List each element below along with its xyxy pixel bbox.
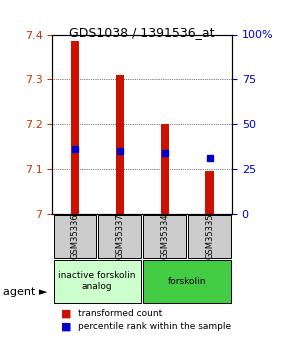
Text: GSM35335: GSM35335 bbox=[205, 214, 214, 259]
Text: ■: ■ bbox=[61, 309, 71, 319]
Text: GSM35336: GSM35336 bbox=[70, 214, 79, 259]
Text: transformed count: transformed count bbox=[78, 309, 163, 318]
Text: agent ►: agent ► bbox=[3, 287, 47, 296]
Text: GSM35334: GSM35334 bbox=[160, 214, 169, 259]
Text: inactive forskolin
analog: inactive forskolin analog bbox=[58, 272, 136, 291]
FancyBboxPatch shape bbox=[144, 260, 231, 303]
Text: ■: ■ bbox=[61, 322, 71, 332]
Bar bbox=[116, 75, 124, 214]
Text: GSM35337: GSM35337 bbox=[115, 214, 124, 259]
Bar bbox=[71, 41, 79, 214]
FancyBboxPatch shape bbox=[54, 215, 96, 258]
Bar bbox=[206, 171, 213, 214]
FancyBboxPatch shape bbox=[144, 215, 186, 258]
Text: GDS1038 / 1391536_at: GDS1038 / 1391536_at bbox=[69, 26, 215, 39]
FancyBboxPatch shape bbox=[188, 215, 231, 258]
Text: percentile rank within the sample: percentile rank within the sample bbox=[78, 322, 231, 331]
Bar bbox=[161, 124, 168, 214]
Text: forskolin: forskolin bbox=[168, 277, 206, 286]
FancyBboxPatch shape bbox=[99, 215, 141, 258]
FancyBboxPatch shape bbox=[54, 260, 141, 303]
